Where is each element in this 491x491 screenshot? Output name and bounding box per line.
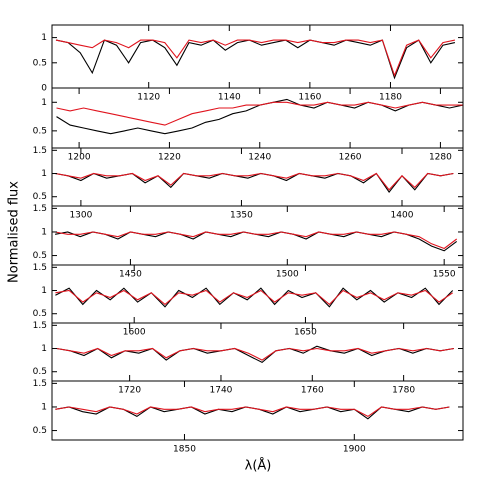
y-tick-label: 1 xyxy=(41,98,47,108)
y-tick-label: 1.5 xyxy=(33,263,47,273)
spectrum-line xyxy=(55,287,454,308)
x-tick-label: 1240 xyxy=(248,153,271,163)
panel-frame xyxy=(51,380,464,441)
x-tick-label: 1500 xyxy=(276,270,299,280)
x-tick-label: 1160 xyxy=(298,93,321,103)
y-tick-label: 0 xyxy=(41,84,47,94)
x-tick-label: 1780 xyxy=(392,386,415,396)
x-tick-label: 1900 xyxy=(343,445,366,455)
y-tick-label: 1 xyxy=(41,344,47,354)
x-tick-label: 1550 xyxy=(433,270,456,280)
y-axis-label: Normalised flux xyxy=(7,181,22,283)
panel-frame xyxy=(51,322,464,382)
y-tick-label: 0.5 xyxy=(33,426,47,436)
y-tick-label: 0.5 xyxy=(33,367,47,377)
x-tick-label: 1220 xyxy=(158,153,181,163)
x-tick-label: 1200 xyxy=(68,153,91,163)
y-tick-label: 0.5 xyxy=(33,58,47,68)
y-tick-label: 0.5 xyxy=(33,309,47,319)
y-tick-label: 1 xyxy=(41,227,47,237)
x-tick-label: 1760 xyxy=(301,386,324,396)
x-tick-label: 1120 xyxy=(137,93,160,103)
x-tick-label: 1650 xyxy=(294,328,317,338)
y-tick-label: 0.5 xyxy=(33,251,47,261)
spectrum-line xyxy=(55,289,454,306)
y-tick-label: 1 xyxy=(41,286,47,296)
y-tick-label: 0.5 xyxy=(33,126,47,136)
x-tick-label: 1720 xyxy=(118,386,141,396)
panel-frame xyxy=(51,24,464,89)
spectrum-line xyxy=(55,39,456,77)
y-tick-label: 1 xyxy=(41,402,47,412)
x-tick-label: 1400 xyxy=(391,211,414,221)
x-tick-label: 1850 xyxy=(173,445,196,455)
x-tick-label: 1600 xyxy=(123,328,146,338)
x-tick-label: 1280 xyxy=(429,153,452,163)
spectrum-line xyxy=(55,39,456,80)
x-axis-label: λ(Å) xyxy=(245,458,272,474)
y-tick-label: 1 xyxy=(41,169,47,179)
y-tick-label: 1.5 xyxy=(33,379,47,389)
y-tick-label: 1.5 xyxy=(33,204,47,214)
x-tick-label: 1300 xyxy=(69,211,92,221)
y-tick-label: 1.5 xyxy=(33,321,47,331)
x-tick-label: 1450 xyxy=(119,270,142,280)
spectrum-line xyxy=(56,98,463,135)
spectrum-line xyxy=(56,347,454,361)
x-tick-label: 1140 xyxy=(218,93,241,103)
spectrum-line xyxy=(55,406,450,418)
y-tick-label: 1 xyxy=(41,33,47,43)
spectrum-line xyxy=(55,231,458,250)
spectrum-line xyxy=(56,101,463,126)
y-tick-label: 1.5 xyxy=(33,146,47,156)
x-tick-label: 1350 xyxy=(230,211,253,221)
y-tick-label: 0.5 xyxy=(33,192,47,202)
x-tick-label: 1180 xyxy=(379,93,402,103)
x-tick-label: 1740 xyxy=(210,386,233,396)
x-tick-label: 1260 xyxy=(339,153,362,163)
spectrum-line xyxy=(55,172,454,191)
